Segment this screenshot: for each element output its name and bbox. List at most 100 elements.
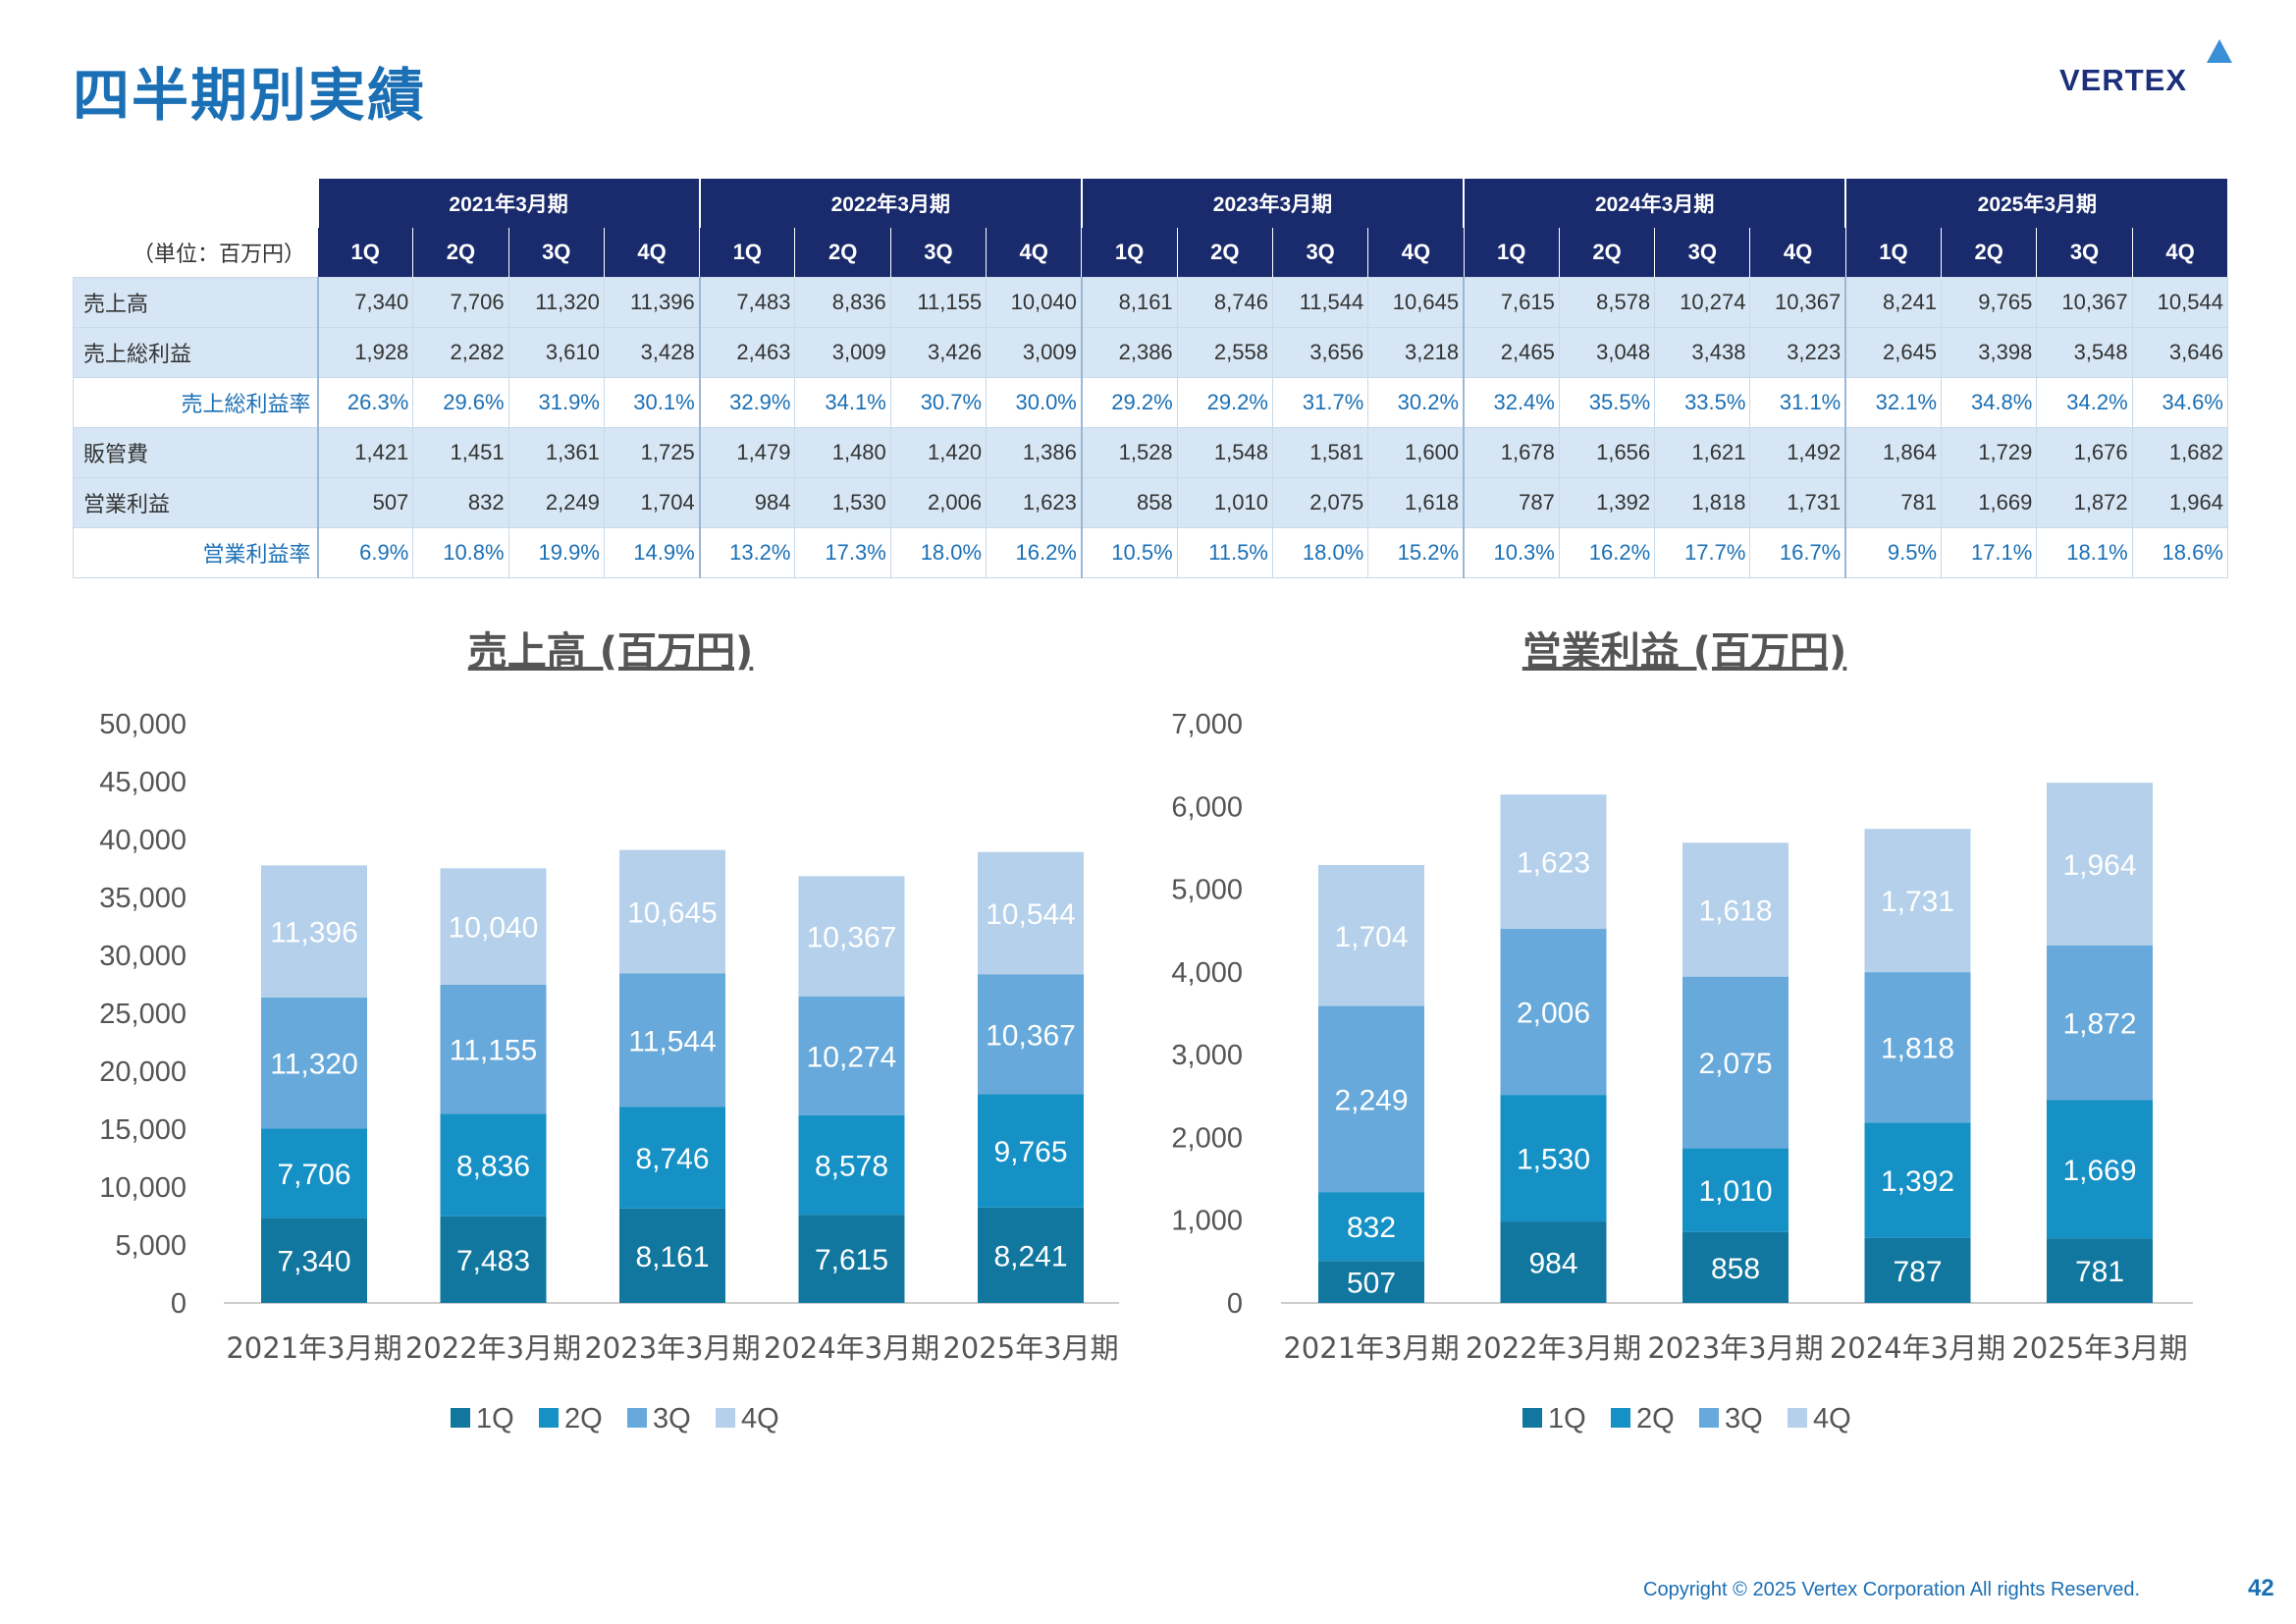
table-cell: 9,765 bbox=[1941, 277, 2038, 328]
table-cell: 1,731 bbox=[1749, 477, 1846, 528]
legend-swatch bbox=[539, 1408, 559, 1428]
data-label: 9,765 bbox=[993, 1136, 1067, 1168]
data-label: 7,483 bbox=[456, 1245, 530, 1277]
bar-segment bbox=[1682, 1148, 1789, 1232]
bar-segment bbox=[261, 1128, 367, 1218]
table-row: 営業利益率 6.9% 10.8% 19.9% 14.9% 13.2% 17.3% 18.0% 1… bbox=[73, 527, 2228, 578]
table-cell: 11,396 bbox=[603, 277, 701, 328]
table-cell: 1,618 bbox=[1367, 477, 1465, 528]
quarter-header: 3Q bbox=[1271, 228, 1368, 278]
row-label: 売上高 bbox=[73, 277, 318, 328]
bar-segment bbox=[1500, 1095, 1607, 1222]
legend-swatch bbox=[451, 1408, 470, 1428]
data-label: 8,161 bbox=[635, 1241, 709, 1273]
y-tick-label: 7,000 bbox=[1171, 709, 1243, 740]
table-cell: 10.3% bbox=[1463, 527, 1560, 578]
y-tick-label: 10,000 bbox=[99, 1172, 187, 1204]
table-cell: 2,075 bbox=[1271, 477, 1369, 528]
y-tick-label: 6,000 bbox=[1171, 791, 1243, 823]
data-label: 787 bbox=[1893, 1256, 1942, 1288]
logo-text: VERTEX bbox=[2059, 63, 2188, 97]
page-title: 四半期別実績 bbox=[73, 62, 427, 129]
copyright-text: Copyright © 2025 Vertex Corporation All … bbox=[1643, 1579, 2141, 1600]
bar-segment bbox=[798, 996, 905, 1115]
table-cell: 2,282 bbox=[412, 327, 509, 378]
bar-segment bbox=[2047, 1238, 2153, 1303]
table-cell: 3,656 bbox=[1271, 327, 1369, 378]
legend-label: 1Q bbox=[1548, 1403, 1586, 1435]
y-tick-label: 50,000 bbox=[99, 709, 187, 740]
x-tick-label: 2024年3月期 bbox=[1830, 1331, 2005, 1365]
data-label: 858 bbox=[1711, 1253, 1760, 1285]
year-header: 2024年3月期 bbox=[1463, 179, 1846, 228]
table-cell: 18.1% bbox=[2036, 527, 2133, 578]
data-label: 10,367 bbox=[807, 922, 897, 954]
quarter-header: 4Q bbox=[1749, 228, 1846, 278]
table-cell: 832 bbox=[412, 477, 509, 528]
x-tick-label: 2025年3月期 bbox=[942, 1331, 1118, 1365]
table-row: 営業利益 507 832 2,249 1,704 984 1,530 2,006 1,623 85… bbox=[73, 477, 2228, 528]
table-cell: 18.6% bbox=[2131, 527, 2228, 578]
table-cell: 7,706 bbox=[412, 277, 509, 328]
table-cell: 7,483 bbox=[698, 277, 796, 328]
table-cell: 7,615 bbox=[1463, 277, 1560, 328]
table-cell: 3,548 bbox=[2036, 327, 2133, 378]
y-tick-label: 30,000 bbox=[99, 941, 187, 972]
table-cell: 14.9% bbox=[603, 527, 701, 578]
chart-title: 営業利益 (百万円) bbox=[1522, 629, 1847, 675]
bar-segment bbox=[2047, 945, 2153, 1101]
quarter-header: 1Q bbox=[699, 228, 795, 278]
table-cell: 1,530 bbox=[794, 477, 891, 528]
quarter-header: 4Q bbox=[2131, 228, 2228, 278]
table-cell: 10,367 bbox=[2036, 277, 2133, 328]
table-cell: 35.5% bbox=[1558, 377, 1656, 428]
bar-segment bbox=[1500, 929, 1607, 1096]
table-cell: 11,155 bbox=[889, 277, 988, 328]
quarter-header: 4Q bbox=[603, 228, 700, 278]
legend-label: 3Q bbox=[1725, 1403, 1763, 1435]
data-label: 10,274 bbox=[807, 1041, 897, 1073]
table-cell: 11,544 bbox=[1271, 277, 1369, 328]
data-label: 1,618 bbox=[1698, 894, 1772, 927]
quarter-header: 1Q bbox=[1844, 228, 1942, 278]
bar-segment bbox=[2047, 1100, 2153, 1239]
y-tick-label: 25,000 bbox=[99, 999, 187, 1030]
year-header: 2023年3月期 bbox=[1080, 179, 1465, 228]
bar-segment bbox=[619, 1208, 725, 1303]
bar-segment bbox=[2047, 783, 2153, 946]
data-label: 7,615 bbox=[815, 1244, 888, 1276]
data-label: 7,340 bbox=[277, 1246, 350, 1278]
bar-segment bbox=[440, 1113, 547, 1217]
y-tick-label: 5,000 bbox=[115, 1230, 187, 1262]
table-cell: 3,438 bbox=[1654, 327, 1751, 378]
data-label: 1,964 bbox=[2062, 849, 2136, 882]
table-cell: 2,386 bbox=[1080, 327, 1178, 378]
table-cell: 1,872 bbox=[2036, 477, 2133, 528]
bar-segment bbox=[619, 1107, 725, 1209]
data-label: 1,731 bbox=[1881, 886, 1954, 918]
bar-segment bbox=[1318, 1192, 1424, 1262]
x-tick-label: 2024年3月期 bbox=[764, 1331, 939, 1365]
data-label: 11,320 bbox=[270, 1049, 358, 1081]
bar-segment bbox=[261, 997, 367, 1129]
sales-chart: 売上高 (百万円) 0 5,000 10,000 15,000 20,000 25,000 3… bbox=[99, 629, 1119, 1435]
table-cell: 16.2% bbox=[986, 527, 1083, 578]
bar-segment bbox=[1500, 794, 1607, 930]
quarter-header: 4Q bbox=[1367, 228, 1465, 278]
quarter-header: 2Q bbox=[412, 228, 509, 278]
table-cell: 34.2% bbox=[2036, 377, 2133, 428]
table-cell: 8,746 bbox=[1176, 277, 1273, 328]
data-label: 10,544 bbox=[986, 898, 1076, 931]
bar-segment bbox=[1318, 1261, 1424, 1303]
quarter-header: 3Q bbox=[2036, 228, 2133, 278]
x-tick-label: 2023年3月期 bbox=[1647, 1331, 1823, 1365]
table-cell: 19.9% bbox=[507, 527, 605, 578]
table-cell: 31.1% bbox=[1749, 377, 1846, 428]
legend-swatch bbox=[1788, 1408, 1807, 1428]
data-label: 11,396 bbox=[270, 917, 358, 949]
bar-segment bbox=[1682, 1231, 1789, 1303]
table-cell: 8,241 bbox=[1844, 277, 1943, 328]
table-cell: 1,420 bbox=[889, 427, 988, 478]
table-cell: 18.0% bbox=[889, 527, 988, 578]
